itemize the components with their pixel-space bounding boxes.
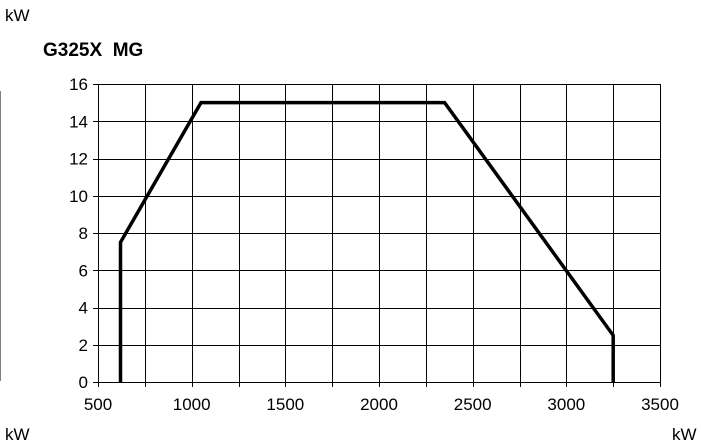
y-tick-label: 8: [79, 224, 88, 243]
y-tick-label: 0: [79, 373, 88, 392]
chart-grid: [93, 84, 661, 387]
chart-title: G325X MG: [43, 40, 144, 61]
y-tick-label: 2: [79, 336, 88, 355]
y-axis-unit-label: kW: [5, 6, 30, 25]
series-line: [118, 100, 615, 382]
y-tick-label: 6: [79, 261, 88, 280]
y-tick-label: 14: [69, 112, 88, 131]
x-axis-unit-label-right: kW: [672, 425, 697, 444]
x-tick-label: 2500: [454, 395, 492, 414]
x-tick-label: 1500: [266, 395, 304, 414]
y-tick-label: 12: [69, 150, 88, 169]
chart-series: [118, 100, 615, 382]
y-tick-label: 4: [79, 299, 88, 318]
y-tick-label: 16: [69, 75, 88, 94]
x-tick-label: 3500: [641, 395, 679, 414]
chart-tick-labels: 500 1000 1500 2000 2500 3000 3500 0 2 4 6 8 10 12 14 16: [69, 75, 679, 414]
x-axis-unit-label-left: kW: [5, 425, 30, 444]
y-tick-label: 10: [69, 187, 88, 206]
x-tick-label: 2000: [360, 395, 398, 414]
x-tick-label: 3000: [547, 395, 585, 414]
x-tick-label: 500: [84, 395, 112, 414]
x-tick-label: 1000: [173, 395, 211, 414]
